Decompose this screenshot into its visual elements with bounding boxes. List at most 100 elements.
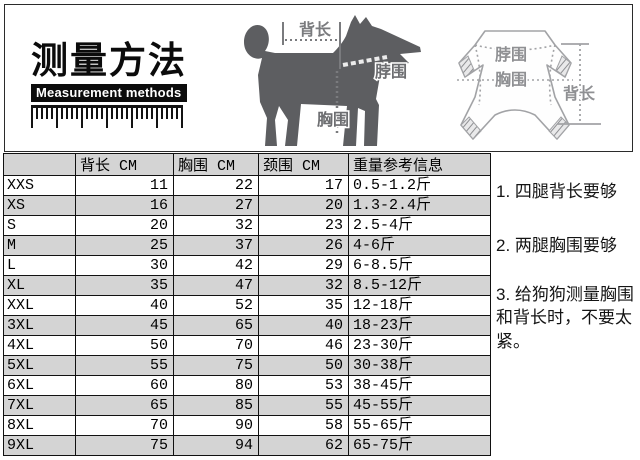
weight-cell: 12-18斤 xyxy=(348,295,491,316)
table-row: S 20 32 23 2.5-4斤 xyxy=(3,215,491,236)
table-row: 3XL 45 65 40 18-23斤 xyxy=(3,315,491,336)
weight-cell: 2.5-4斤 xyxy=(348,215,491,236)
ruler-icon xyxy=(31,104,183,128)
measurement-notes: 1. 四腿背长要够 2. 两腿胸围要够 3. 给狗狗测量胸围和背长时，不要太紧。 xyxy=(496,180,638,353)
dog-neck-label: 脖围 xyxy=(375,62,407,81)
header-cell: 背长 CM xyxy=(75,153,174,176)
weight-cell: 45-55斤 xyxy=(348,395,491,416)
garment-chest-label: 胸围 xyxy=(495,70,527,89)
garment-outline-icon: 脖围 胸围 背长 xyxy=(457,30,601,140)
table-row: L 30 42 29 6-8.5斤 xyxy=(3,255,491,276)
chest-cell: 70 xyxy=(173,335,259,356)
weight-cell: 30-38斤 xyxy=(348,355,491,376)
back-length-cell: 50 xyxy=(75,335,174,356)
table-row: XXS 11 22 17 0.5-1.2斤 xyxy=(3,175,491,196)
dog-silhouette-icon: 背长 脖围 胸围 xyxy=(244,15,421,146)
size-table-header: 背长 CM 胸围 CM 颈围 CM 重量参考信息 xyxy=(3,153,491,176)
neck-cell: 29 xyxy=(258,255,349,276)
neck-cell: 17 xyxy=(258,175,349,196)
neck-cell: 62 xyxy=(258,435,349,456)
back-length-cell: 20 xyxy=(75,215,174,236)
neck-cell: 32 xyxy=(258,275,349,296)
weight-cell: 55-65斤 xyxy=(348,415,491,436)
weight-cell: 65-75斤 xyxy=(348,435,491,456)
back-length-cell: 55 xyxy=(75,355,174,376)
table-row: XXL 40 52 35 12-18斤 xyxy=(3,295,491,316)
header-cell: 胸围 CM xyxy=(173,153,259,176)
size-cell: XXL xyxy=(3,295,76,316)
chest-cell: 75 xyxy=(173,355,259,376)
chest-cell: 80 xyxy=(173,375,259,396)
chest-cell: 42 xyxy=(173,255,259,276)
neck-cell: 26 xyxy=(258,235,349,256)
size-table-body: XXS 11 22 17 0.5-1.2斤 XS 16 27 20 1.3-2.4斤 S 20 32 23… xyxy=(3,175,491,456)
chest-cell: 32 xyxy=(173,215,259,236)
garment-measurement-diagram: 脖围 胸围 背长 xyxy=(449,19,639,152)
dog-back-length-label: 背长 xyxy=(299,20,332,39)
chest-cell: 85 xyxy=(173,395,259,416)
table-row: XS 16 27 20 1.3-2.4斤 xyxy=(3,195,491,216)
table-row: 6XL 60 80 53 38-45斤 xyxy=(3,375,491,396)
size-cell: 3XL xyxy=(3,315,76,336)
weight-cell: 4-6斤 xyxy=(348,235,491,256)
neck-cell: 35 xyxy=(258,295,349,316)
neck-cell: 20 xyxy=(258,195,349,216)
note-item: 2. 两腿胸围要够 xyxy=(496,236,617,256)
garment-neck-label: 脖围 xyxy=(495,45,527,64)
back-length-cell: 35 xyxy=(75,275,174,296)
table-row: 5XL 55 75 50 30-38斤 xyxy=(3,355,491,376)
back-length-cell: 70 xyxy=(75,415,174,436)
weight-cell: 0.5-1.2斤 xyxy=(348,175,491,196)
back-length-cell: 65 xyxy=(75,395,174,416)
back-length-cell: 60 xyxy=(75,375,174,396)
size-cell: XL xyxy=(3,275,76,296)
neck-cell: 23 xyxy=(258,215,349,236)
page-subtitle: Measurement methods xyxy=(31,83,188,102)
neck-cell: 55 xyxy=(258,395,349,416)
size-cell: XXS xyxy=(3,175,76,196)
size-cell: M xyxy=(3,235,76,256)
neck-cell: 53 xyxy=(258,375,349,396)
table-row: 8XL 70 90 58 55-65斤 xyxy=(3,415,491,436)
neck-cell: 46 xyxy=(258,335,349,356)
weight-cell: 6-8.5斤 xyxy=(348,255,491,276)
chest-cell: 52 xyxy=(173,295,259,316)
size-cell: 6XL xyxy=(3,375,76,396)
back-length-cell: 16 xyxy=(75,195,174,216)
table-row: XL 35 47 32 8.5-12斤 xyxy=(3,275,491,296)
size-cell: L xyxy=(3,255,76,276)
table-row: 4XL 50 70 46 23-30斤 xyxy=(3,335,491,356)
size-cell: 7XL xyxy=(3,395,76,416)
chest-cell: 22 xyxy=(173,175,259,196)
dog-measurement-diagram: 背长 脖围 胸围 xyxy=(233,13,440,156)
header-cell xyxy=(3,153,76,176)
title-block: 测量方法 Measurement methods xyxy=(31,40,201,128)
note-item: 3. 给狗狗测量胸围和背长时，不要太紧。 xyxy=(496,284,634,351)
weight-cell: 38-45斤 xyxy=(348,375,491,396)
table-row: M 25 37 26 4-6斤 xyxy=(3,235,491,256)
size-cell: 5XL xyxy=(3,355,76,376)
neck-cell: 40 xyxy=(258,315,349,336)
weight-cell: 8.5-12斤 xyxy=(348,275,491,296)
note-item: 1. 四腿背长要够 xyxy=(496,182,617,201)
header-cell: 重量参考信息 xyxy=(348,153,491,176)
header-cell: 颈围 CM xyxy=(258,153,349,176)
table-row: 9XL 75 94 62 65-75斤 xyxy=(3,435,491,456)
dog-chest-label: 胸围 xyxy=(317,110,349,129)
back-length-cell: 25 xyxy=(75,235,174,256)
size-cell: XS xyxy=(3,195,76,216)
table-row: 7XL 65 85 55 45-55斤 xyxy=(3,395,491,416)
weight-cell: 18-23斤 xyxy=(348,315,491,336)
size-cell: 9XL xyxy=(3,435,76,456)
chest-cell: 47 xyxy=(173,275,259,296)
neck-cell: 50 xyxy=(258,355,349,376)
chest-cell: 94 xyxy=(173,435,259,456)
chest-cell: 27 xyxy=(173,195,259,216)
page-title: 测量方法 xyxy=(31,40,187,81)
size-table: 背长 CM 胸围 CM 颈围 CM 重量参考信息 XXS 11 22 17 0.5-1.2斤 X… xyxy=(3,153,491,456)
back-length-cell: 30 xyxy=(75,255,174,276)
measurement-diagram-panel: 测量方法 Measurement methods 背长 脖围 胸围 xyxy=(4,4,633,152)
chest-cell: 37 xyxy=(173,235,259,256)
weight-cell: 23-30斤 xyxy=(348,335,491,356)
